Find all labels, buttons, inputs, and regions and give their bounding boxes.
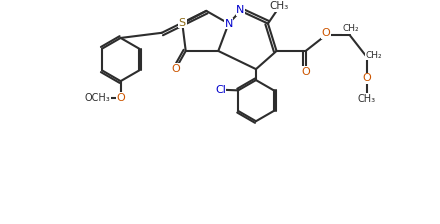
Text: CH₂: CH₂ bbox=[343, 24, 359, 33]
Text: CH₃: CH₃ bbox=[358, 94, 376, 104]
Text: O: O bbox=[322, 28, 330, 39]
Text: O: O bbox=[116, 93, 125, 103]
Text: OCH₃: OCH₃ bbox=[84, 93, 110, 103]
Text: N: N bbox=[236, 5, 245, 15]
Text: Cl: Cl bbox=[215, 85, 226, 95]
Text: N: N bbox=[224, 19, 233, 28]
Text: CH₂: CH₂ bbox=[366, 51, 382, 60]
Text: O: O bbox=[171, 64, 180, 74]
Text: O: O bbox=[362, 73, 371, 83]
Text: S: S bbox=[179, 17, 186, 28]
Text: O: O bbox=[301, 67, 310, 77]
Text: CH₃: CH₃ bbox=[269, 1, 289, 11]
